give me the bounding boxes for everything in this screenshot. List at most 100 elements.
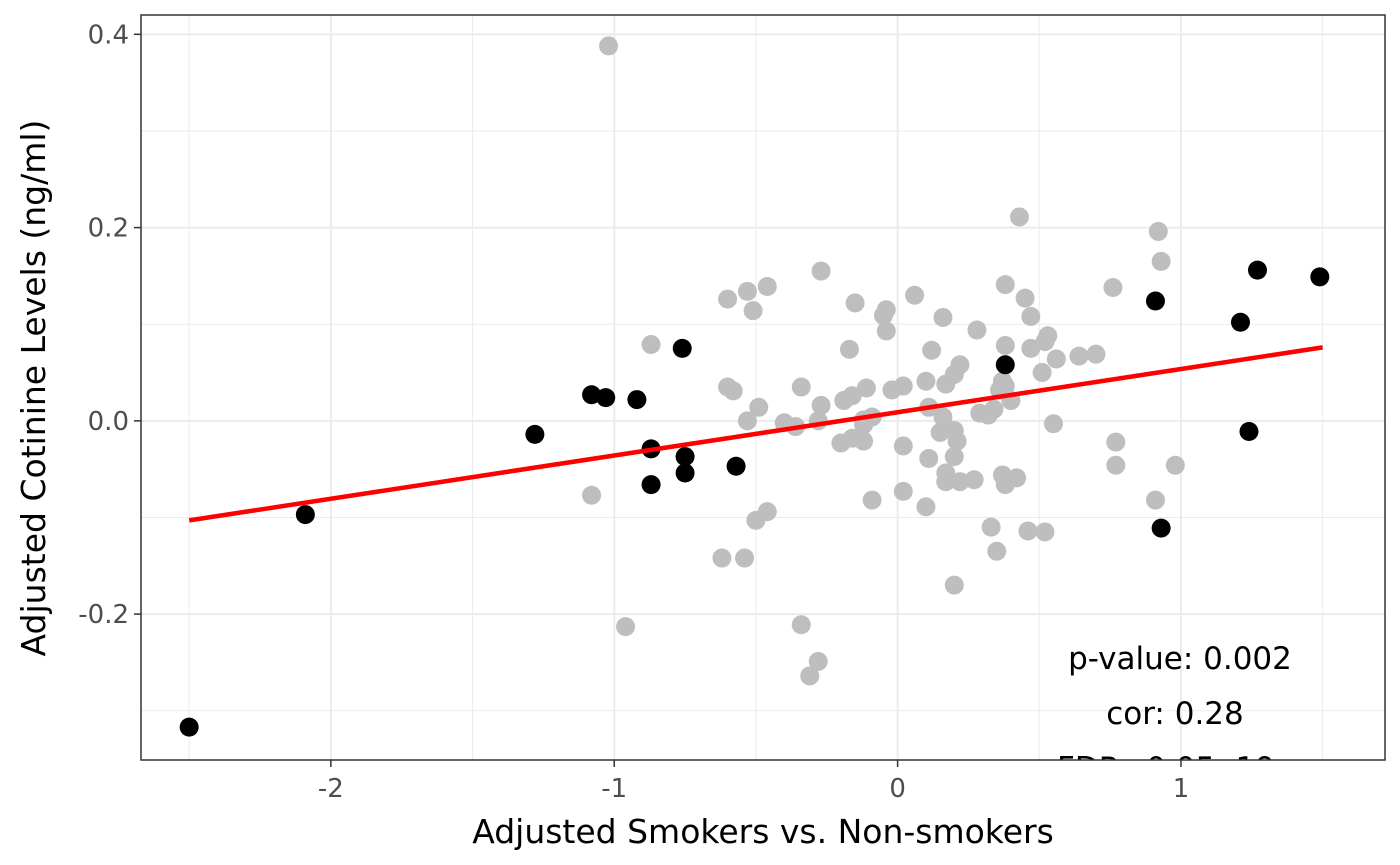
- y-tick-label: 0.2: [88, 214, 129, 244]
- point-other: [854, 431, 874, 451]
- x-axis-title: Adjusted Smokers vs. Non-smokers: [472, 812, 1054, 851]
- point-other: [930, 422, 950, 442]
- point-other: [712, 548, 732, 568]
- point-other: [970, 403, 990, 423]
- point-other: [936, 374, 956, 394]
- x-tick-label: 0: [889, 774, 906, 804]
- x-tick-label: -1: [601, 774, 627, 804]
- point-other: [1165, 455, 1185, 475]
- point-other: [1043, 414, 1063, 434]
- annotation-cor: cor: 0.28: [1106, 696, 1244, 732]
- y-tick-label: 0.4: [88, 20, 129, 50]
- point-other: [1148, 221, 1168, 241]
- point-other: [749, 397, 769, 417]
- point-significant: [1310, 267, 1330, 287]
- point-other: [995, 275, 1015, 295]
- panel-border: [140, 14, 1386, 761]
- point-significant: [179, 717, 199, 737]
- point-other: [1145, 490, 1165, 510]
- point-other: [641, 335, 661, 355]
- point-other: [800, 666, 820, 686]
- point-significant: [995, 355, 1015, 375]
- point-significant: [726, 456, 746, 476]
- point-other: [905, 285, 925, 305]
- point-other: [831, 433, 851, 453]
- point-significant: [525, 424, 545, 444]
- point-other: [582, 485, 602, 505]
- y-axis-title: Adjusted Cotinine Levels (ng/ml): [14, 120, 53, 657]
- y-axis: -0.2 0.0 0.2 0.4: [78, 20, 141, 630]
- point-other: [1032, 363, 1052, 383]
- point-other: [791, 615, 811, 635]
- point-other: [1021, 338, 1041, 358]
- point-other: [944, 575, 964, 595]
- point-other: [950, 472, 970, 492]
- point-other: [842, 386, 862, 406]
- point-other: [981, 517, 1001, 537]
- points-other-group: [582, 36, 1185, 686]
- point-other: [1035, 332, 1055, 352]
- y-tick-label: 0.0: [88, 407, 129, 437]
- point-other: [893, 481, 913, 501]
- point-significant: [582, 385, 602, 405]
- annotation-fdr: FDR<0.05: 19: [1057, 751, 1275, 787]
- point-significant: [1247, 260, 1267, 280]
- point-significant: [641, 475, 661, 495]
- point-other: [1103, 277, 1123, 297]
- point-other: [845, 293, 865, 313]
- point-other: [936, 472, 956, 492]
- point-other: [987, 541, 1007, 561]
- point-other: [919, 449, 939, 469]
- point-other: [743, 301, 763, 321]
- point-other: [933, 307, 953, 327]
- point-other: [737, 411, 757, 431]
- point-other: [723, 381, 743, 401]
- point-significant: [1145, 291, 1165, 311]
- point-other: [995, 335, 1015, 355]
- point-other: [1021, 306, 1041, 326]
- point-other: [1086, 344, 1106, 364]
- points-significant-group: [179, 260, 1330, 737]
- point-other: [1009, 207, 1029, 227]
- point-other: [616, 617, 636, 637]
- point-other: [811, 261, 831, 281]
- point-other: [1007, 468, 1027, 488]
- x-axis: -2 -1 0 1: [318, 760, 1189, 804]
- point-significant: [596, 388, 616, 408]
- point-other: [737, 281, 757, 301]
- point-other: [718, 289, 738, 309]
- point-significant: [1230, 312, 1250, 332]
- point-other: [964, 470, 984, 490]
- point-significant: [672, 338, 692, 358]
- point-significant: [675, 463, 695, 483]
- point-other: [944, 447, 964, 467]
- point-other: [916, 497, 936, 517]
- x-tick-label: 1: [1173, 774, 1190, 804]
- point-other: [967, 320, 987, 340]
- point-significant: [627, 390, 647, 410]
- point-other: [735, 548, 755, 568]
- point-other: [808, 651, 828, 671]
- point-other: [1151, 251, 1171, 271]
- annotation-p-value: p-value: 0.002: [1068, 641, 1292, 677]
- point-significant: [1151, 518, 1171, 538]
- point-other: [922, 340, 942, 360]
- point-other: [1106, 432, 1126, 452]
- point-other: [856, 378, 876, 398]
- major-gridlines: [141, 15, 1385, 760]
- x-tick-label: -2: [318, 774, 344, 804]
- point-significant: [1239, 421, 1259, 441]
- point-other: [1015, 288, 1035, 308]
- point-other: [893, 376, 913, 396]
- point-other: [839, 339, 859, 359]
- point-other: [916, 371, 936, 391]
- regression-line: [188, 345, 1323, 523]
- point-other: [876, 321, 896, 341]
- point-other: [811, 395, 831, 415]
- point-other: [746, 510, 766, 530]
- point-other: [933, 407, 953, 427]
- y-tick-label: -0.2: [78, 600, 129, 630]
- point-significant: [675, 447, 695, 467]
